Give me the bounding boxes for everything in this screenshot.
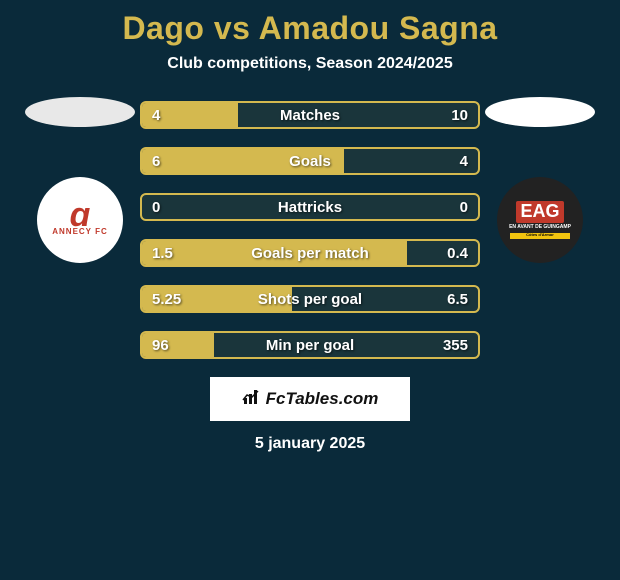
stat-right-value: 0 <box>460 199 468 216</box>
player-oval-left <box>25 97 135 127</box>
stat-label: Min per goal <box>266 337 354 354</box>
stat-bar: 6 Goals 4 <box>140 147 480 175</box>
stat-left-value: 0 <box>152 199 160 216</box>
stat-label: Goals <box>289 153 331 170</box>
stats-column: 4 Matches 10 6 Goals 4 0 Hattricks 0 1.5 Goals per… <box>140 101 480 359</box>
annecy-text: ANNECY FC <box>52 228 108 237</box>
stat-left-value: 5.25 <box>152 291 181 308</box>
club-logo-left: ɑ ANNECY FC <box>37 177 123 263</box>
stat-label: Shots per goal <box>258 291 362 308</box>
brand-text: FcTables.com <box>266 389 379 409</box>
stat-left-value: 4 <box>152 107 160 124</box>
stat-bar: 96 Min per goal 355 <box>140 331 480 359</box>
left-side-column: ɑ ANNECY FC <box>20 101 140 263</box>
eag-stripe: Côtes d'Armor <box>510 233 570 239</box>
date-line: 5 january 2025 <box>255 435 365 453</box>
stat-bar: 1.5 Goals per match 0.4 <box>140 239 480 267</box>
brand-box: FcTables.com <box>210 377 410 421</box>
stat-label: Goals per match <box>251 245 369 262</box>
stat-right-value: 4 <box>460 153 468 170</box>
stat-bar: 0 Hattricks 0 <box>140 193 480 221</box>
player-oval-right <box>485 97 595 127</box>
annecy-swoosh-icon: ɑ <box>70 204 91 228</box>
stat-right-value: 355 <box>443 337 468 354</box>
eag-badge-text: EAG <box>516 201 563 223</box>
stat-label: Hattricks <box>278 199 342 216</box>
eag-sub-text: EN AVANT DE GUINGAMP <box>509 225 571 231</box>
right-side-column: EAG EN AVANT DE GUINGAMP Côtes d'Armor <box>480 101 600 263</box>
stat-label: Matches <box>280 107 340 124</box>
stat-right-value: 6.5 <box>447 291 468 308</box>
stat-left-value: 6 <box>152 153 160 170</box>
chart-icon <box>242 388 262 411</box>
stat-right-value: 0.4 <box>447 245 468 262</box>
subtitle: Club competitions, Season 2024/2025 <box>167 55 452 73</box>
club-logo-right: EAG EN AVANT DE GUINGAMP Côtes d'Armor <box>497 177 583 263</box>
stat-bar: 4 Matches 10 <box>140 101 480 129</box>
stat-right-value: 10 <box>451 107 468 124</box>
stat-left-value: 1.5 <box>152 245 173 262</box>
comparison-row: ɑ ANNECY FC 4Matches106Goals40Hattricks0… <box>0 101 620 359</box>
stat-left-value: 96 <box>152 337 169 354</box>
page-title: Dago vs Amadou Sagna <box>122 10 497 47</box>
stat-bar: 5.25 Shots per goal 6.5 <box>140 285 480 313</box>
